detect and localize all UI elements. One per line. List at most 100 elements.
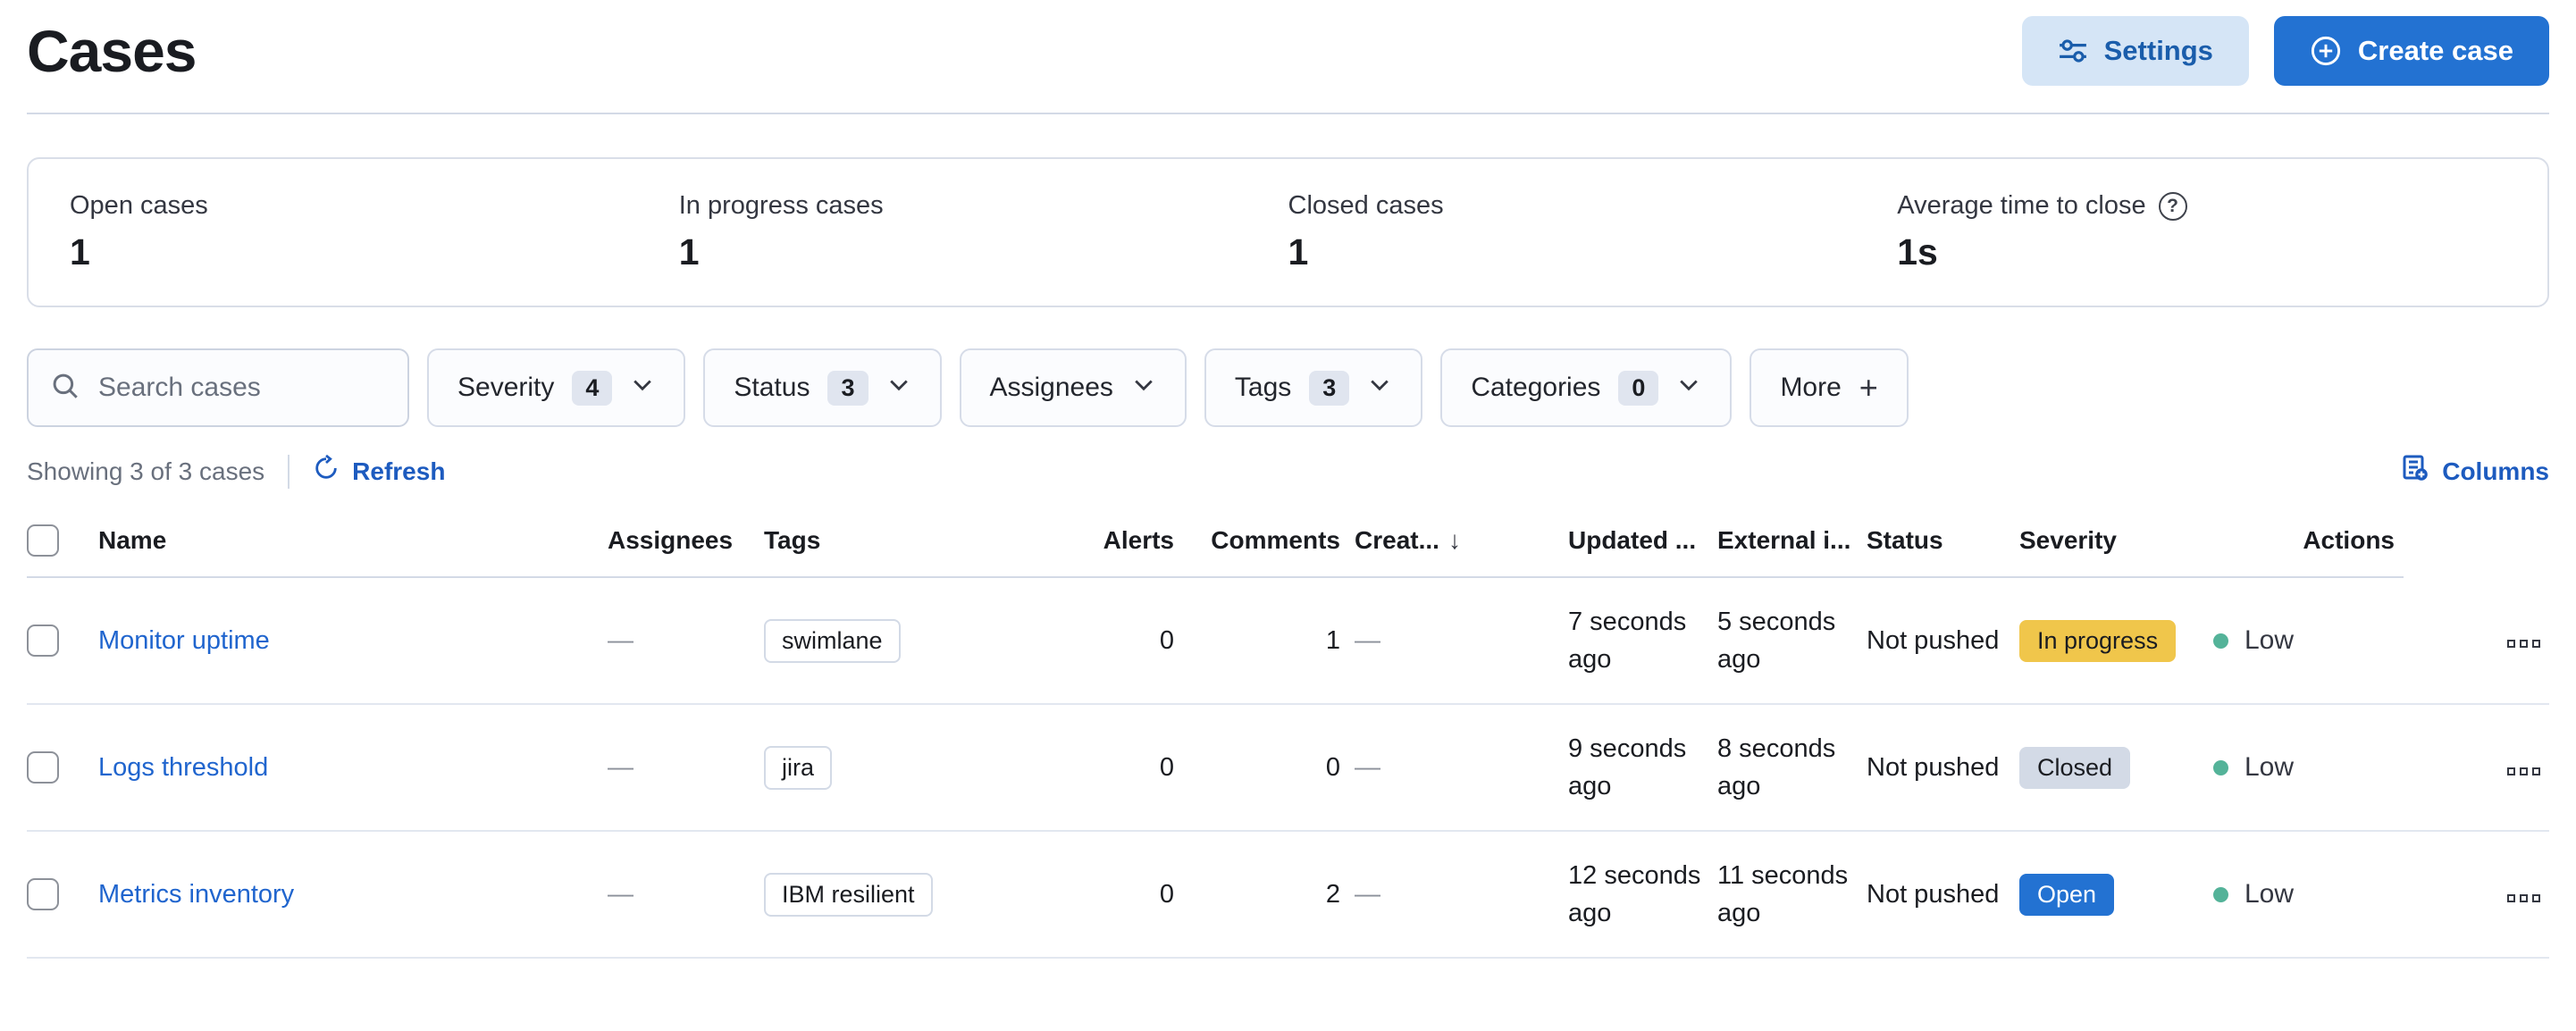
column-header-created[interactable]: Creat... ↓: [1355, 512, 1568, 578]
column-header-updated[interactable]: Updated ...: [1568, 512, 1717, 578]
status-badge[interactable]: In progress: [2019, 619, 2177, 662]
severity-low-dot-icon: [2213, 759, 2228, 775]
status-badge[interactable]: Closed: [2019, 746, 2131, 789]
stat-open-value: 1: [70, 231, 90, 272]
tag-badge[interactable]: jira: [764, 745, 833, 790]
create-case-button-label: Create case: [2357, 35, 2513, 66]
header-actions: Settings Create case: [2021, 16, 2549, 86]
filter-severity[interactable]: Severity 4: [427, 348, 686, 427]
filter-more[interactable]: More +: [1749, 348, 1909, 427]
updated-date: 8 seconds ago: [1717, 704, 1867, 833]
stat-in-progress-cases: In progress cases 1: [679, 191, 1288, 273]
row-actions-button[interactable]: [2507, 640, 2540, 649]
filter-categories-label: Categories: [1471, 373, 1601, 402]
plus-icon: +: [1859, 369, 1878, 406]
column-header-tags[interactable]: Tags: [764, 512, 1063, 578]
refresh-button[interactable]: Refresh: [313, 454, 445, 488]
stat-avg-time-to-close: Average time to close ? 1s: [1897, 191, 2506, 273]
filter-tags-label: Tags: [1234, 373, 1292, 402]
column-header-external[interactable]: External i...: [1717, 512, 1867, 578]
filter-status-count: 3: [827, 370, 868, 406]
settings-button[interactable]: Settings: [2021, 16, 2249, 86]
updated-date: 11 seconds ago: [1717, 831, 1867, 960]
severity-cell: Low: [2213, 752, 2389, 783]
row-actions-button[interactable]: [2507, 893, 2540, 902]
category-empty: —: [1355, 879, 1380, 909]
column-header-severity[interactable]: Severity: [2019, 512, 2213, 578]
column-header-alerts[interactable]: Alerts: [1063, 512, 1188, 578]
page-header: Cases Settings Create case: [27, 0, 2549, 86]
created-date: 9 seconds ago: [1568, 704, 1717, 833]
chevron-down-icon: [1131, 372, 1156, 404]
column-header-actions: Actions: [2213, 512, 2404, 578]
chevron-down-icon: [1676, 372, 1701, 404]
tag-badge[interactable]: IBM resilient: [764, 872, 933, 917]
table-row: Metrics inventory — IBM resilient 0 2 — …: [27, 831, 2549, 960]
case-name-link[interactable]: Monitor uptime: [98, 625, 270, 655]
column-header-comments[interactable]: Comments: [1188, 512, 1355, 578]
severity-label: Low: [2245, 625, 2295, 656]
filter-tags[interactable]: Tags 3: [1204, 348, 1423, 427]
severity-label: Low: [2245, 879, 2295, 909]
tag-badge[interactable]: swimlane: [764, 618, 901, 663]
question-in-circle-icon[interactable]: ?: [2158, 191, 2187, 221]
filter-severity-label: Severity: [457, 373, 555, 402]
status-badge[interactable]: Open: [2019, 873, 2115, 916]
column-header-status[interactable]: Status: [1867, 512, 2019, 578]
alerts-count: 0: [1063, 831, 1188, 960]
vertical-divider: [288, 454, 290, 489]
stat-closed-value: 1: [1288, 231, 1309, 272]
header-divider: [27, 113, 2549, 114]
search-icon: [50, 371, 80, 406]
assignees-empty: —: [608, 879, 634, 909]
severity-label: Low: [2245, 752, 2295, 783]
table-toolbar: Showing 3 of 3 cases Refresh: [27, 454, 2549, 489]
stat-avg-close-text: Average time to close: [1897, 191, 2146, 220]
severity-low-dot-icon: [2213, 886, 2228, 902]
column-header-name[interactable]: Name: [98, 512, 608, 578]
stat-avg-close-value: 1s: [1897, 231, 1938, 272]
filter-categories[interactable]: Categories 0: [1440, 348, 1733, 427]
toolbar-left: Showing 3 of 3 cases Refresh: [27, 454, 445, 489]
created-date: 12 seconds ago: [1568, 831, 1717, 960]
comments-count: 1: [1188, 577, 1355, 706]
row-checkbox[interactable]: [27, 624, 59, 658]
external-incident-status: Not pushed: [1867, 831, 2019, 960]
column-header-assignees[interactable]: Assignees: [608, 512, 764, 578]
assignees-empty: —: [608, 752, 634, 782]
columns-button[interactable]: Columns: [2401, 454, 2549, 489]
case-name-link[interactable]: Metrics inventory: [98, 879, 295, 909]
create-case-button[interactable]: Create case: [2273, 16, 2549, 86]
select-all-checkbox[interactable]: [27, 524, 59, 557]
filter-more-label: More: [1780, 373, 1842, 402]
updated-date: 5 seconds ago: [1717, 577, 1867, 706]
table-row: Monitor uptime — swimlane 0 1 — 7 second…: [27, 577, 2549, 706]
showing-cases-count: Showing 3 of 3 cases: [27, 457, 265, 485]
filter-severity-count: 4: [572, 370, 613, 406]
sliders-icon: [2058, 36, 2088, 66]
filter-assignees[interactable]: Assignees: [959, 348, 1187, 427]
alerts-count: 0: [1063, 577, 1188, 706]
filter-bar: Severity 4 Status 3 Assignees Tags 3: [27, 348, 2549, 427]
filter-tags-count: 3: [1309, 370, 1350, 406]
category-empty: —: [1355, 625, 1380, 655]
external-incident-status: Not pushed: [1867, 704, 2019, 833]
filter-status-label: Status: [734, 373, 810, 402]
table-row: Logs threshold — jira 0 0 — 9 seconds ag…: [27, 704, 2549, 833]
page-title: Cases: [27, 18, 197, 84]
search-input[interactable]: [96, 372, 386, 404]
row-checkbox[interactable]: [27, 878, 59, 911]
severity-cell: Low: [2213, 625, 2389, 656]
search-box[interactable]: [27, 348, 409, 427]
row-actions-button[interactable]: [2507, 767, 2540, 775]
alerts-count: 0: [1063, 704, 1188, 833]
row-checkbox[interactable]: [27, 751, 59, 784]
refresh-icon: [313, 454, 340, 488]
filter-status[interactable]: Status 3: [703, 348, 942, 427]
severity-cell: Low: [2213, 879, 2389, 909]
case-name-link[interactable]: Logs threshold: [98, 752, 269, 782]
case-stats-panel: Open cases 1 In progress cases 1 Closed …: [27, 157, 2549, 307]
category-empty: —: [1355, 752, 1380, 782]
plus-in-circle-icon: [2310, 35, 2342, 67]
cases-page: Cases Settings Create case: [27, 0, 2549, 960]
